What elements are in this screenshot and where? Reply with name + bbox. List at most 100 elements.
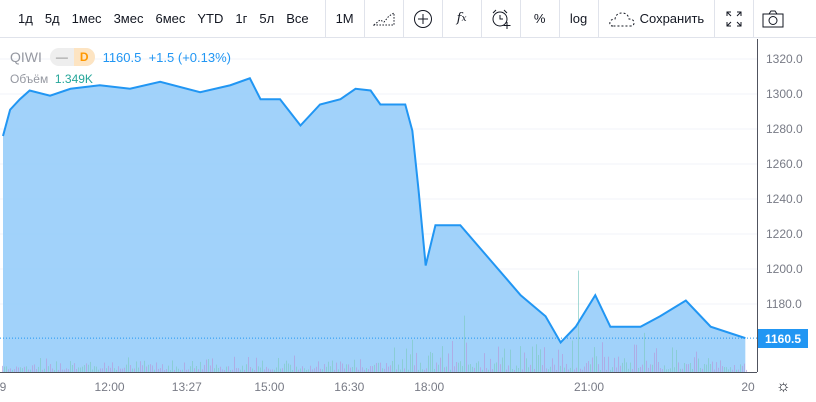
fullscreen-icon[interactable]	[715, 0, 753, 38]
volume-bar	[722, 366, 723, 372]
time-axis[interactable]	[0, 372, 757, 373]
volume-bar	[152, 365, 153, 372]
volume-bar	[740, 364, 741, 372]
volume-bar	[178, 368, 179, 372]
volume-bar	[732, 369, 733, 372]
volume-bar	[72, 364, 73, 372]
volume-bar	[538, 355, 539, 372]
volume-bar	[136, 361, 137, 372]
volume-bar	[298, 369, 299, 372]
volume-bar	[574, 369, 575, 372]
volume-bar	[14, 369, 15, 372]
range-5d[interactable]: 5д	[44, 11, 60, 26]
area-chart-icon[interactable]	[365, 0, 403, 38]
volume-bar	[686, 364, 687, 372]
volume-bar	[78, 367, 79, 372]
volume-bar	[460, 361, 461, 372]
volume-bar	[58, 369, 59, 372]
settings-icon[interactable]: ☼	[776, 378, 791, 395]
volume-bar	[374, 364, 375, 372]
volume-bar	[416, 352, 417, 372]
percent-button[interactable]: %	[533, 11, 546, 26]
volume-bar	[8, 369, 9, 372]
volume-bar	[322, 369, 323, 372]
volume-bar	[222, 369, 223, 372]
volume-bar	[400, 369, 401, 372]
volume-bar	[640, 366, 641, 372]
volume-bar	[360, 359, 361, 372]
volume-label: Объём	[10, 72, 49, 86]
symbol-name: QIWI	[10, 49, 42, 65]
volume-bar	[194, 368, 195, 372]
range-3m[interactable]: 3мес	[113, 11, 144, 26]
volume-bar	[530, 364, 531, 372]
volume-bar	[642, 364, 643, 372]
x-tick-label: 18:00	[414, 380, 445, 394]
volume-bar	[444, 367, 445, 372]
volume-bar	[2, 365, 3, 372]
volume-bar	[746, 369, 747, 372]
volume-bar	[42, 369, 43, 372]
volume-bar	[288, 363, 289, 372]
volume-bar	[430, 351, 431, 372]
volume-bar	[592, 357, 593, 372]
x-tick-label: 20	[741, 380, 755, 394]
volume-bar	[332, 360, 333, 372]
log-button[interactable]: log	[569, 11, 588, 26]
range-6m[interactable]: 6мес	[155, 11, 186, 26]
range-1d[interactable]: 1д	[18, 11, 33, 26]
y-tick-label: 1180.0	[766, 297, 802, 311]
volume-bar	[476, 362, 477, 372]
interval-button[interactable]: 1M	[335, 11, 354, 26]
volume-bar	[98, 369, 99, 372]
range-1y[interactable]: 1г	[235, 11, 248, 26]
volume-bar	[82, 366, 83, 372]
save-label: Сохранить	[639, 11, 705, 26]
y-tick-label: 1220.0	[766, 227, 803, 241]
volume-bar	[196, 366, 197, 372]
camera-icon[interactable]	[754, 0, 792, 38]
volume-bar	[652, 364, 653, 372]
volume-bar	[176, 366, 177, 372]
volume-bar	[92, 369, 93, 372]
volume-bar	[354, 359, 355, 372]
interval-pill[interactable]: — D	[49, 48, 95, 66]
volume-bar	[564, 367, 565, 372]
volume-bar	[394, 347, 395, 372]
alert-clock-icon[interactable]	[482, 0, 520, 38]
volume-bar	[422, 369, 423, 372]
volume-bar	[646, 360, 647, 372]
volume-bar	[304, 368, 305, 372]
volume-bar	[244, 369, 245, 372]
volume-bar	[484, 353, 485, 372]
price-axis[interactable]	[757, 39, 758, 372]
volume-bar	[584, 366, 585, 372]
volume-bar	[606, 369, 607, 372]
y-tick-label: 1300.0	[766, 87, 803, 101]
price-chart[interactable]	[0, 39, 757, 372]
volume-bar	[358, 369, 359, 372]
compare-plus-icon[interactable]	[404, 0, 442, 38]
volume-bar	[134, 368, 135, 372]
volume-bar	[290, 364, 291, 372]
volume-bar	[64, 369, 65, 372]
volume-bar	[620, 365, 621, 372]
volume-bar	[34, 364, 35, 372]
volume-bar	[604, 356, 605, 372]
volume-bar	[60, 363, 61, 372]
volume-bar	[566, 363, 567, 372]
range-all[interactable]: Все	[286, 11, 309, 26]
volume-bar	[100, 368, 101, 372]
volume-bar	[570, 367, 571, 372]
range-5y[interactable]: 5л	[259, 11, 275, 26]
volume-legend: Объём 1.349K	[10, 72, 93, 86]
volume-bar	[462, 365, 463, 372]
volume-bar	[548, 369, 549, 372]
volume-bar	[172, 360, 173, 372]
range-1m[interactable]: 1мес	[71, 11, 102, 26]
range-ytd[interactable]: YTD	[197, 11, 224, 26]
volume-bar	[118, 366, 119, 372]
hide-toggle[interactable]: —	[55, 50, 68, 64]
save-button[interactable]: Сохранить	[599, 0, 715, 38]
